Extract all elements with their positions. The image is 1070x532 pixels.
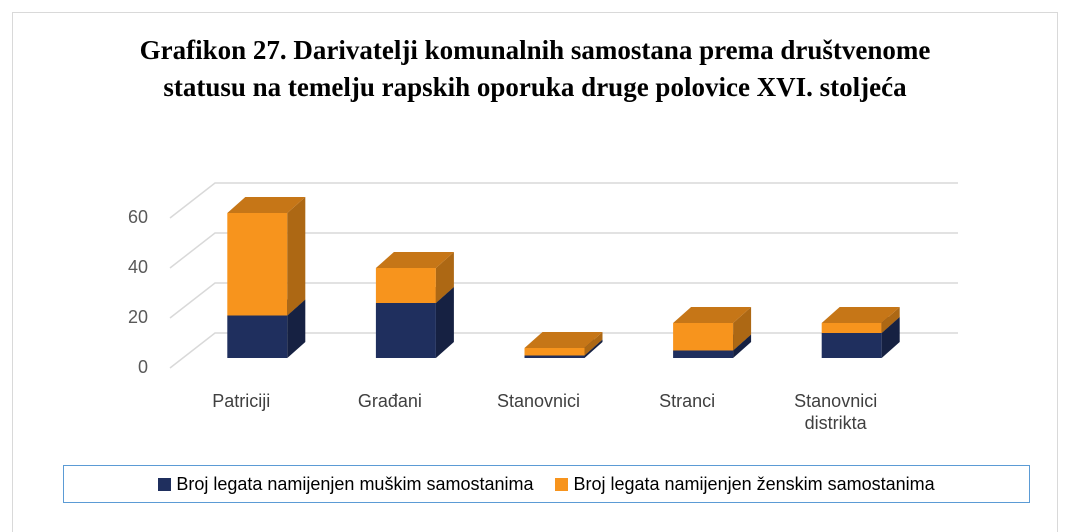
bar-front bbox=[821, 333, 882, 358]
bar-segment bbox=[673, 307, 752, 351]
bar-side bbox=[733, 334, 752, 358]
grid-line bbox=[169, 282, 958, 319]
bar-side bbox=[435, 287, 454, 358]
bar-side bbox=[584, 339, 603, 358]
bar-side bbox=[881, 317, 900, 358]
chart: 0 20 40 60 bbox=[128, 182, 958, 377]
legend-label: Broj legata namijenjen muškim samostanim… bbox=[176, 473, 534, 494]
legend-label: Broj legata namijenjen ženskim samostani… bbox=[573, 473, 935, 494]
bar-front bbox=[821, 323, 882, 333]
bar-side bbox=[733, 307, 752, 351]
bar-front bbox=[375, 268, 436, 303]
x-tick-label: Stanovnici distrikta bbox=[794, 391, 878, 433]
legend-entry: Broj legata namijenjen muškim samostanim… bbox=[158, 474, 533, 495]
bar-segment bbox=[821, 307, 900, 333]
grid-line bbox=[169, 182, 958, 219]
bar-segment bbox=[375, 252, 454, 303]
y-tick-label: 0 bbox=[138, 357, 148, 377]
bar-side bbox=[287, 299, 306, 358]
legend: Broj legata namijenjen muškim samostanim… bbox=[63, 465, 1030, 503]
bar-front bbox=[524, 348, 585, 356]
x-tick-label: Stranci bbox=[659, 391, 716, 411]
x-tick-label: Patriciji bbox=[212, 391, 271, 411]
legend-swatch bbox=[555, 477, 569, 491]
grid-line bbox=[169, 232, 958, 269]
legend-swatch bbox=[158, 477, 172, 491]
bar-front bbox=[227, 213, 288, 316]
bar-top bbox=[375, 252, 454, 268]
bar-segment bbox=[227, 197, 306, 316]
y-tick-label: 40 bbox=[128, 257, 148, 277]
bar-front bbox=[673, 350, 734, 358]
bar-top bbox=[524, 332, 603, 348]
bar-front bbox=[673, 323, 734, 351]
bar-front bbox=[227, 315, 288, 358]
y-tick-label: 60 bbox=[128, 207, 148, 227]
bar-side bbox=[584, 332, 603, 356]
bar-front bbox=[375, 303, 436, 358]
legend-entry: Broj legata namijenjen ženskim samostani… bbox=[555, 473, 935, 495]
bar-top bbox=[227, 197, 306, 213]
bar-side bbox=[881, 307, 900, 333]
bar-front bbox=[524, 355, 585, 358]
x-tick-label: Građani bbox=[357, 391, 422, 411]
bar-segment bbox=[524, 332, 603, 356]
frame bbox=[12, 12, 1058, 532]
y-tick-label: 20 bbox=[128, 307, 148, 327]
page: Grafikon 27. Darivatelji komunalnih samo… bbox=[12, 12, 1058, 532]
bar-top bbox=[673, 307, 752, 323]
bar-side bbox=[287, 197, 306, 316]
x-tick-label: Stanovnici bbox=[496, 391, 581, 411]
chart-title: Grafikon 27. Darivatelji komunalnih samo… bbox=[139, 35, 931, 102]
bar-side bbox=[435, 252, 454, 303]
bar-top bbox=[821, 307, 900, 323]
